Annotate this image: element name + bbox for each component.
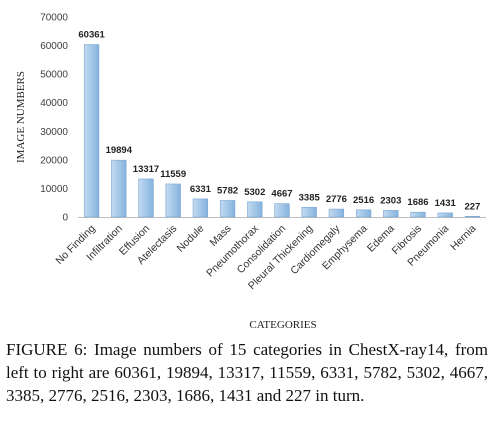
- bar: [275, 204, 290, 217]
- data-label: 1686: [407, 197, 428, 208]
- y-tick-label: 30000: [40, 127, 68, 138]
- data-label: 11559: [160, 169, 186, 180]
- y-tick-label: 40000: [40, 98, 68, 109]
- y-axis-ticks: 0 10000 20000 30000 40000 50000 60000 70000: [40, 13, 68, 224]
- bar: [220, 200, 235, 217]
- data-label: 19894: [106, 145, 133, 156]
- y-tick-label: 10000: [40, 184, 68, 195]
- bar: [247, 202, 262, 217]
- data-label: 227: [464, 201, 480, 212]
- category-labels: No FindingInfiltrationEffusionAtelectasi…: [53, 222, 478, 292]
- data-label: 5782: [217, 185, 238, 196]
- y-tick-label: 60000: [40, 41, 68, 52]
- data-label: 2303: [380, 195, 401, 206]
- data-label: 3385: [299, 192, 321, 203]
- bar: [438, 213, 453, 217]
- data-label: 2776: [326, 194, 347, 205]
- y-tick-label: 70000: [40, 13, 68, 24]
- category-label: Nodule: [175, 223, 207, 255]
- bar: [302, 207, 317, 217]
- bar: [356, 210, 371, 217]
- y-tick-label: 50000: [40, 70, 68, 81]
- figure-caption: FIGURE 6: Image numbers of 15 categories…: [6, 338, 488, 407]
- bar: [465, 216, 480, 217]
- data-label: 5302: [244, 187, 265, 198]
- data-label: 60361: [78, 30, 105, 41]
- data-label: 6331: [190, 184, 212, 195]
- y-tick-label: 0: [62, 213, 68, 224]
- bar: [411, 212, 426, 217]
- y-tick-label: 20000: [40, 155, 68, 166]
- bar: [139, 179, 154, 217]
- data-label: 2516: [353, 195, 374, 206]
- bar: [329, 209, 344, 217]
- bar: [193, 199, 208, 217]
- y-axis-title: IMAGE NUMBERS: [15, 71, 27, 163]
- category-label: Hernia: [448, 223, 478, 253]
- bar: [166, 184, 181, 217]
- data-label: 4667: [271, 189, 292, 200]
- bar: [383, 210, 398, 217]
- x-axis-title: CATEGORIES: [249, 319, 316, 331]
- bar: [84, 45, 99, 217]
- data-label: 1431: [435, 198, 457, 209]
- bar: [111, 160, 126, 217]
- data-label: 13317: [133, 164, 159, 175]
